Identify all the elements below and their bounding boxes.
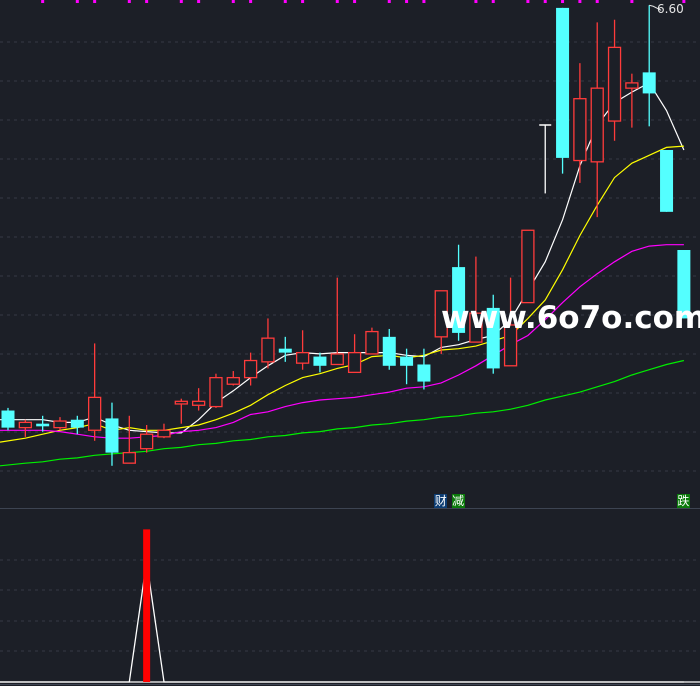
candle-body-up [53,420,67,429]
candle-body-down [677,250,691,319]
top-marker [249,0,253,3]
top-marker [387,0,391,3]
high-price-label: 6.60 [657,2,684,16]
ma-line-0 [0,82,685,434]
top-marker [578,0,582,3]
top-marker [353,0,357,3]
top-marker [405,0,409,3]
candle-body-down [1,410,15,428]
candle-body-down [486,307,500,369]
top-marker [474,0,478,3]
top-marker [179,0,183,3]
top-marker [93,0,97,3]
top-marker [526,0,530,3]
top-marker [630,0,634,3]
candle-body-down [400,356,414,366]
candle-body-up [191,400,206,406]
candle-body-up [365,330,379,355]
candle-body-down [105,418,119,453]
signal-label-cai: 财 [434,494,448,508]
candle-body-up [434,290,448,338]
top-marker [543,0,547,3]
top-marker [75,0,79,3]
top-marker [561,0,565,3]
candle-body-down [417,364,431,382]
candle-body-down [660,150,674,212]
candle-body-up [174,400,188,405]
top-marker [595,0,599,3]
top-marker [145,0,149,3]
candle-body-up [122,451,136,464]
ma-line-3 [0,359,685,467]
candle-body-down [556,7,570,158]
candle-body-up [625,82,639,89]
candle-body-up [347,351,362,374]
top-marker [491,0,495,3]
top-marker [283,0,287,3]
top-marker [682,0,686,3]
candle-body-up [607,46,622,122]
candle-body-up [18,421,32,429]
top-marker [127,0,131,3]
signal-label-jian: 减 [451,494,465,508]
candle-body-up [469,312,483,343]
candle-body-down [36,423,50,427]
candle-body-up [261,337,275,363]
top-marker [335,0,339,3]
signal-label-die: 跌 [676,494,690,508]
indicator-line [0,561,684,683]
top-marker [422,0,426,3]
candle-body-up [295,351,310,364]
candle-body-up [88,396,102,431]
top-marker [41,0,45,3]
candle-body-up [590,87,604,163]
candle-body-down [70,419,84,428]
watermark: www.6o7o.com [441,300,700,336]
candle-body-up [503,324,518,367]
top-marker [231,0,235,3]
candle-body-up [209,376,223,408]
candle-body-up [573,98,587,162]
candle-body-up [139,433,154,450]
top-marker [301,0,305,3]
candle-body-up [157,429,171,438]
ma-line-2 [0,244,684,439]
indicator-bar [143,529,151,682]
candle-body-down [313,356,327,366]
top-marker [197,0,201,3]
candle-body-down [452,267,466,333]
candle-body-down [642,72,656,94]
candle-body-down [382,336,396,366]
ma-line-1 [0,145,684,443]
candle-body-up [226,376,240,385]
candle-body-up [521,229,535,304]
candle-body-up [330,353,344,366]
candle-body-down [278,348,292,353]
candle-body-up [243,359,258,379]
high-leader-line [649,4,662,11]
